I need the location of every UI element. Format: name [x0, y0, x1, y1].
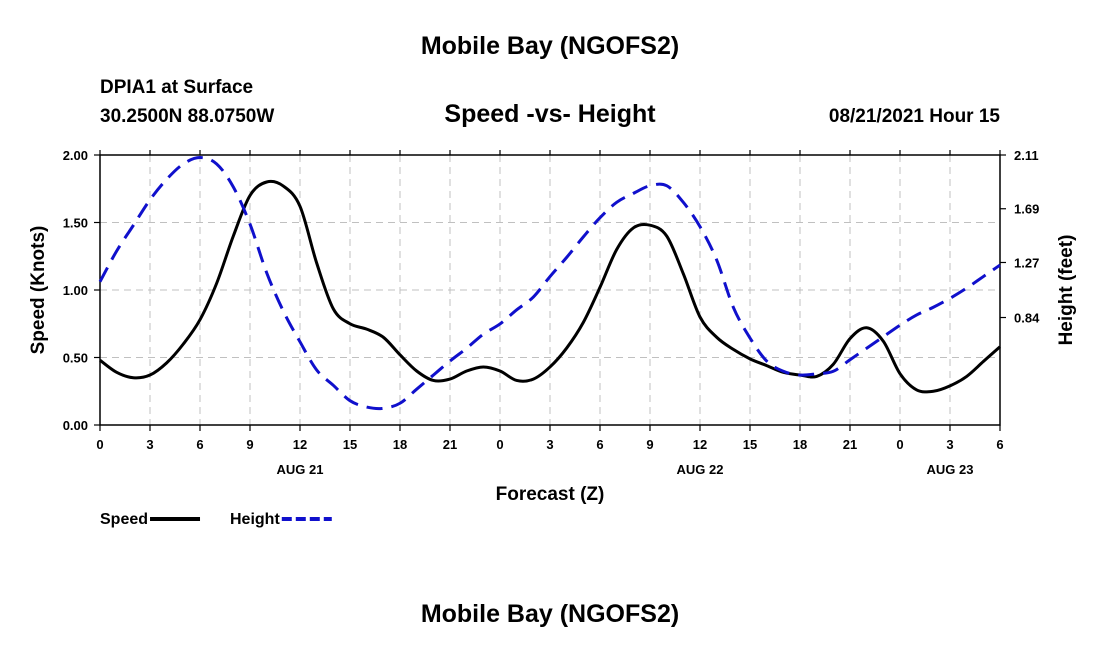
- x-tick-label: 9: [646, 437, 653, 452]
- station-coordinates: 30.2500N 88.0750W: [100, 106, 275, 127]
- x-tick-label: 0: [896, 437, 903, 452]
- x-tick-label: 0: [96, 437, 103, 452]
- x-tick-label: 12: [293, 437, 307, 452]
- series-line-height: [98, 156, 1001, 411]
- x-tick-label: 3: [946, 437, 953, 452]
- y-left-tick-label: 0.00: [63, 418, 88, 433]
- x-tick-label: 21: [843, 437, 857, 452]
- y-left-tick-label: 1.00: [63, 283, 88, 298]
- x-tick-label: 18: [393, 437, 407, 452]
- y-right-tick-label: 1.69: [1014, 202, 1039, 217]
- x-tick-label: 21: [443, 437, 457, 452]
- x-tick-label: 3: [146, 437, 153, 452]
- y-left-tick-label: 0.50: [63, 351, 88, 366]
- y-right-tick-label: 1.27: [1014, 255, 1039, 270]
- y-right-tick-label: 2.11: [1014, 148, 1039, 163]
- x-axis-title: Forecast (Z): [496, 484, 605, 505]
- x-tick-label: 12: [693, 437, 707, 452]
- legend-label-speed: Speed: [100, 511, 148, 528]
- forecast-datetime: 08/21/2021 Hour 15: [828, 106, 1000, 127]
- y-left-axis-title: Speed (Knots): [28, 226, 49, 355]
- x-tick-label: 9: [246, 437, 253, 452]
- x-tick-label: 6: [996, 437, 1003, 452]
- x-tick-label: 6: [596, 437, 603, 452]
- x-tick-label: 18: [793, 437, 807, 452]
- legend-label-height: Height: [230, 511, 280, 528]
- y-right-tick-label: 0.84: [1014, 311, 1040, 326]
- date-label: AUG 23: [927, 462, 974, 477]
- x-tick-label: 0: [496, 437, 503, 452]
- x-tick-label: 6: [196, 437, 203, 452]
- y-left-tick-label: 2.00: [63, 148, 88, 163]
- date-label: AUG 21: [277, 462, 324, 477]
- x-tick-label: 15: [343, 437, 357, 452]
- y-right-axis-title: Height (feet): [1056, 235, 1077, 346]
- x-tick-label: 15: [743, 437, 757, 452]
- x-tick-label: 3: [546, 437, 553, 452]
- footer-title: Mobile Bay (NGOFS2): [420, 600, 680, 628]
- date-label: AUG 22: [677, 462, 724, 477]
- chart-title: Speed -vs- Height: [444, 100, 656, 128]
- series-line-speed: [99, 179, 1001, 394]
- page-title: Mobile Bay (NGOFS2): [420, 32, 680, 60]
- station-name: DPIA1 at Surface: [100, 77, 254, 98]
- y-left-tick-label: 1.50: [63, 216, 88, 231]
